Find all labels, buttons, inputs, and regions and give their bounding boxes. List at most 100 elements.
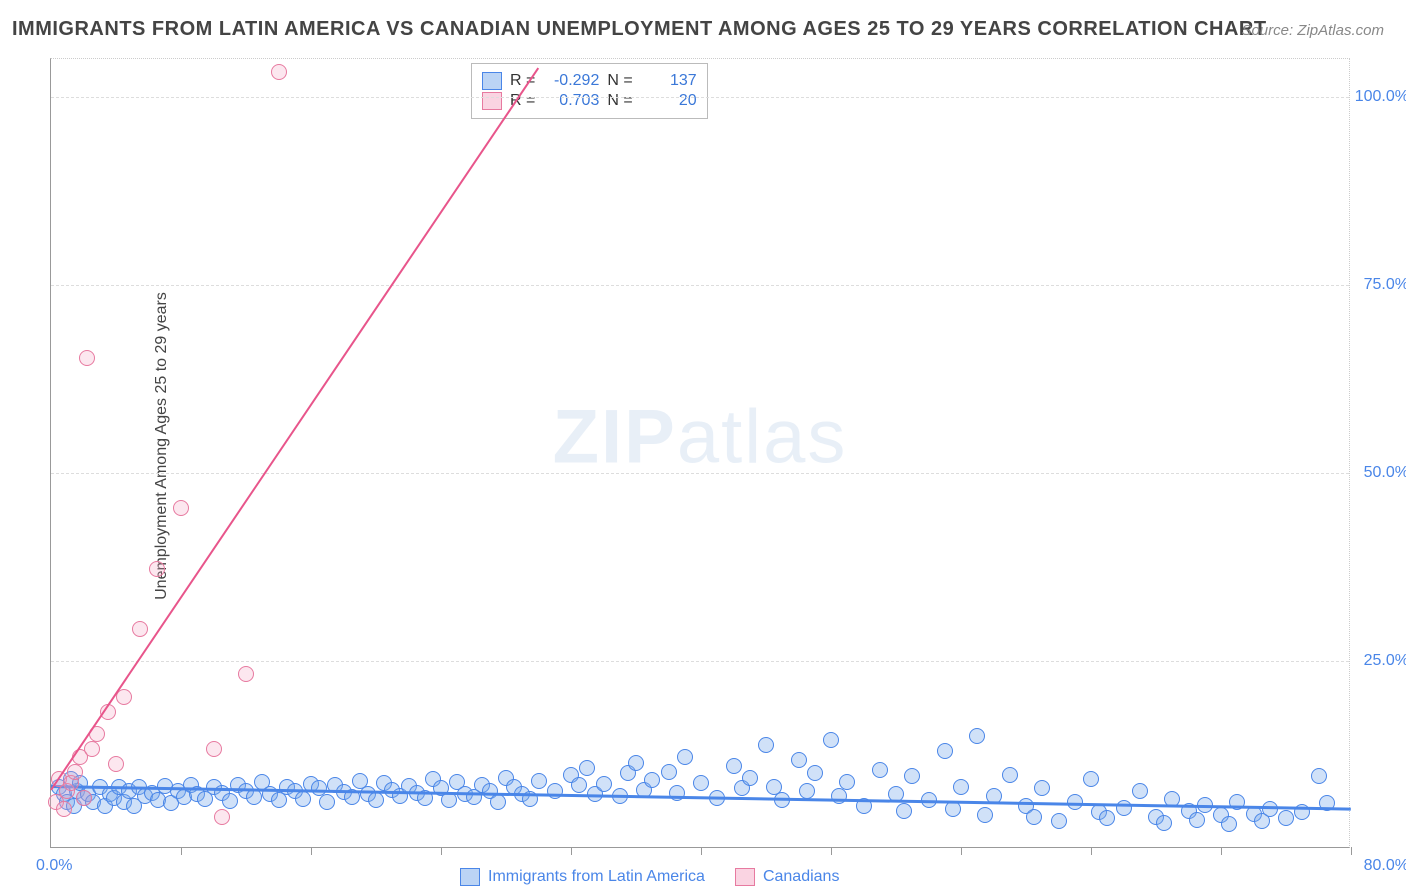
- data-point: [953, 779, 969, 795]
- data-point: [896, 803, 912, 819]
- data-point: [271, 792, 287, 808]
- data-point: [1278, 810, 1294, 826]
- legend-label: Immigrants from Latin America: [488, 868, 705, 886]
- n-label: N =: [607, 92, 632, 110]
- data-point: [904, 768, 920, 784]
- x-tick: [1221, 847, 1222, 855]
- data-point: [693, 775, 709, 791]
- r-value: 0.703: [543, 92, 599, 110]
- data-point: [726, 758, 742, 774]
- data-point: [206, 741, 222, 757]
- data-point: [945, 801, 961, 817]
- swatch-icon: [735, 868, 755, 886]
- data-point: [1083, 771, 1099, 787]
- chart-title: IMMIGRANTS FROM LATIN AMERICA VS CANADIA…: [12, 18, 1267, 41]
- y-tick-label: 100.0%: [1354, 88, 1406, 106]
- n-value: 137: [641, 72, 697, 90]
- stats-row: R = -0.292 N = 137: [482, 72, 697, 90]
- x-tick: [441, 847, 442, 855]
- data-point: [76, 790, 92, 806]
- watermark-text: ZIPatlas: [553, 394, 848, 481]
- data-point: [742, 770, 758, 786]
- data-point: [628, 755, 644, 771]
- legend-item: Immigrants from Latin America: [460, 868, 705, 886]
- gridline: [51, 473, 1349, 474]
- data-point: [222, 793, 238, 809]
- data-point: [490, 794, 506, 810]
- y-tick-label: 25.0%: [1354, 652, 1406, 670]
- data-point: [79, 350, 95, 366]
- data-point: [758, 737, 774, 753]
- y-tick-label: 50.0%: [1354, 464, 1406, 482]
- data-point: [1034, 780, 1050, 796]
- y-tick-label: 75.0%: [1354, 276, 1406, 294]
- r-value: -0.292: [543, 72, 599, 90]
- data-point: [969, 728, 985, 744]
- trend-line: [50, 67, 539, 790]
- data-point: [579, 760, 595, 776]
- gridline: [51, 97, 1349, 98]
- data-point: [67, 764, 83, 780]
- legend-label: Canadians: [763, 868, 840, 886]
- source-attribution: Source: ZipAtlas.com: [1241, 22, 1384, 39]
- gridline: [51, 285, 1349, 286]
- scatter-plot-area: ZIPatlas R = -0.292 N = 137 R = 0.703 N …: [50, 58, 1350, 848]
- data-point: [1002, 767, 1018, 783]
- data-point: [173, 500, 189, 516]
- x-tick: [571, 847, 572, 855]
- data-point: [214, 809, 230, 825]
- data-point: [937, 743, 953, 759]
- data-point: [319, 794, 335, 810]
- data-point: [1262, 801, 1278, 817]
- data-point: [531, 773, 547, 789]
- data-point: [56, 801, 72, 817]
- swatch-icon: [460, 868, 480, 886]
- data-point: [1026, 809, 1042, 825]
- data-point: [661, 764, 677, 780]
- data-point: [295, 791, 311, 807]
- data-point: [571, 777, 587, 793]
- legend-item: Canadians: [735, 868, 840, 886]
- x-tick: [311, 847, 312, 855]
- data-point: [368, 792, 384, 808]
- data-point: [1132, 783, 1148, 799]
- data-point: [1311, 768, 1327, 784]
- data-point: [108, 756, 124, 772]
- data-point: [271, 64, 287, 80]
- data-point: [1051, 813, 1067, 829]
- x-tick: [1091, 847, 1092, 855]
- data-point: [238, 666, 254, 682]
- n-value: 20: [641, 92, 697, 110]
- data-point: [596, 776, 612, 792]
- data-point: [872, 762, 888, 778]
- x-tick: [181, 847, 182, 855]
- data-point: [1099, 810, 1115, 826]
- data-point: [823, 732, 839, 748]
- n-label: N =: [607, 72, 632, 90]
- x-tick: [961, 847, 962, 855]
- data-point: [677, 749, 693, 765]
- data-point: [84, 741, 100, 757]
- correlation-stats-box: R = -0.292 N = 137 R = 0.703 N = 20: [471, 63, 708, 119]
- data-point: [1116, 800, 1132, 816]
- swatch-icon: [482, 72, 502, 90]
- data-point: [1221, 816, 1237, 832]
- data-point: [807, 765, 823, 781]
- data-point: [149, 561, 165, 577]
- data-point: [839, 774, 855, 790]
- data-point: [132, 621, 148, 637]
- x-tick: [831, 847, 832, 855]
- data-point: [644, 772, 660, 788]
- data-point: [977, 807, 993, 823]
- x-axis-max-label: 80.0%: [1364, 857, 1406, 875]
- data-point: [1189, 812, 1205, 828]
- x-tick: [1351, 847, 1352, 855]
- gridline: [51, 661, 1349, 662]
- data-point: [1156, 815, 1172, 831]
- chart-legend: Immigrants from Latin America Canadians: [460, 868, 839, 886]
- x-tick: [701, 847, 702, 855]
- data-point: [799, 783, 815, 799]
- x-axis-min-label: 0.0%: [36, 857, 72, 875]
- data-point: [791, 752, 807, 768]
- swatch-icon: [482, 92, 502, 110]
